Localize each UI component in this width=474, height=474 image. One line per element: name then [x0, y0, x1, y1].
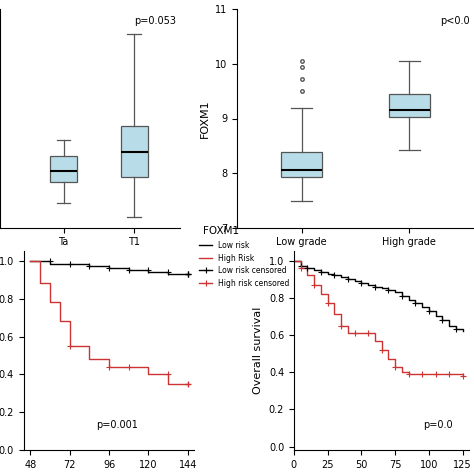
PathPatch shape: [281, 152, 322, 177]
PathPatch shape: [389, 94, 430, 118]
PathPatch shape: [50, 156, 77, 182]
Text: p<0.0: p<0.0: [439, 16, 469, 26]
Legend: Low risk, High Risk, Low risk censored, High risk censored: Low risk, High Risk, Low risk censored, …: [199, 241, 290, 288]
Y-axis label: FOXM1: FOXM1: [200, 99, 210, 138]
Text: p=0.001: p=0.001: [97, 420, 138, 430]
X-axis label: Stage: Stage: [72, 253, 108, 263]
Y-axis label: Overall survival: Overall survival: [253, 307, 263, 394]
Text: FOXM1: FOXM1: [203, 226, 239, 236]
X-axis label: Grade: Grade: [337, 253, 374, 263]
Text: p=0.053: p=0.053: [135, 16, 176, 26]
Text: p=0.0: p=0.0: [423, 420, 453, 430]
PathPatch shape: [121, 126, 147, 177]
